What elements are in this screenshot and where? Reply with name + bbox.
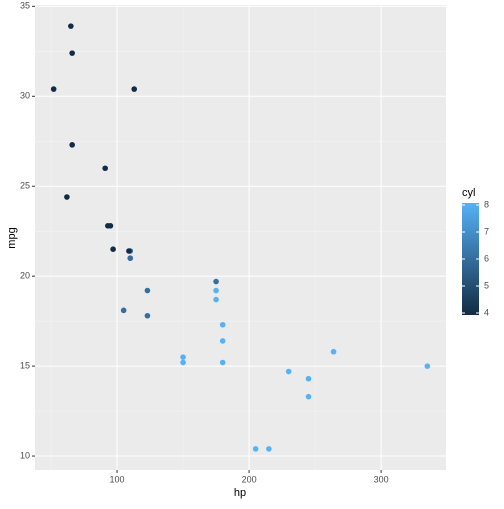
point <box>305 393 312 400</box>
point <box>102 165 108 172</box>
y-tick-label: 35 <box>20 1 30 11</box>
y-tick-label: 25 <box>20 181 30 191</box>
point <box>144 312 151 319</box>
point <box>219 338 226 344</box>
x-tick-label: 300 <box>374 474 389 484</box>
point <box>126 248 132 254</box>
y-tick-label: 30 <box>20 91 30 101</box>
legend-label: 5 <box>484 280 489 290</box>
x-tick-label: 200 <box>242 474 257 484</box>
point <box>107 223 114 229</box>
legend-label: 6 <box>484 253 489 263</box>
point <box>131 86 138 92</box>
y-tick-label: 10 <box>20 450 30 460</box>
panel <box>35 5 446 470</box>
y-tick-label: 20 <box>20 271 30 281</box>
legend-label: 4 <box>484 307 489 317</box>
point <box>285 368 292 375</box>
point <box>213 278 219 285</box>
point <box>64 194 70 200</box>
legend-label: 8 <box>484 199 489 209</box>
point <box>252 446 259 452</box>
point <box>120 307 127 314</box>
y-axis-title: mpg <box>6 227 18 248</box>
point <box>330 348 337 355</box>
point <box>127 255 134 261</box>
colorbar <box>462 203 479 315</box>
point <box>180 359 186 366</box>
point <box>144 287 151 294</box>
y-tick-label: 15 <box>20 360 30 370</box>
point <box>219 359 226 366</box>
point <box>213 296 219 303</box>
point <box>266 446 272 452</box>
x-tick-label: 100 <box>110 474 125 484</box>
legend-title: cyl <box>462 187 475 199</box>
point <box>68 23 74 29</box>
point <box>305 375 312 382</box>
point <box>110 246 116 252</box>
x-axis-title: hp <box>234 487 246 499</box>
point <box>424 363 431 369</box>
legend-label: 7 <box>484 226 489 236</box>
point <box>180 354 186 360</box>
point <box>50 86 57 92</box>
point <box>69 142 75 148</box>
point <box>219 321 226 328</box>
point <box>213 287 219 294</box>
point <box>69 50 75 56</box>
